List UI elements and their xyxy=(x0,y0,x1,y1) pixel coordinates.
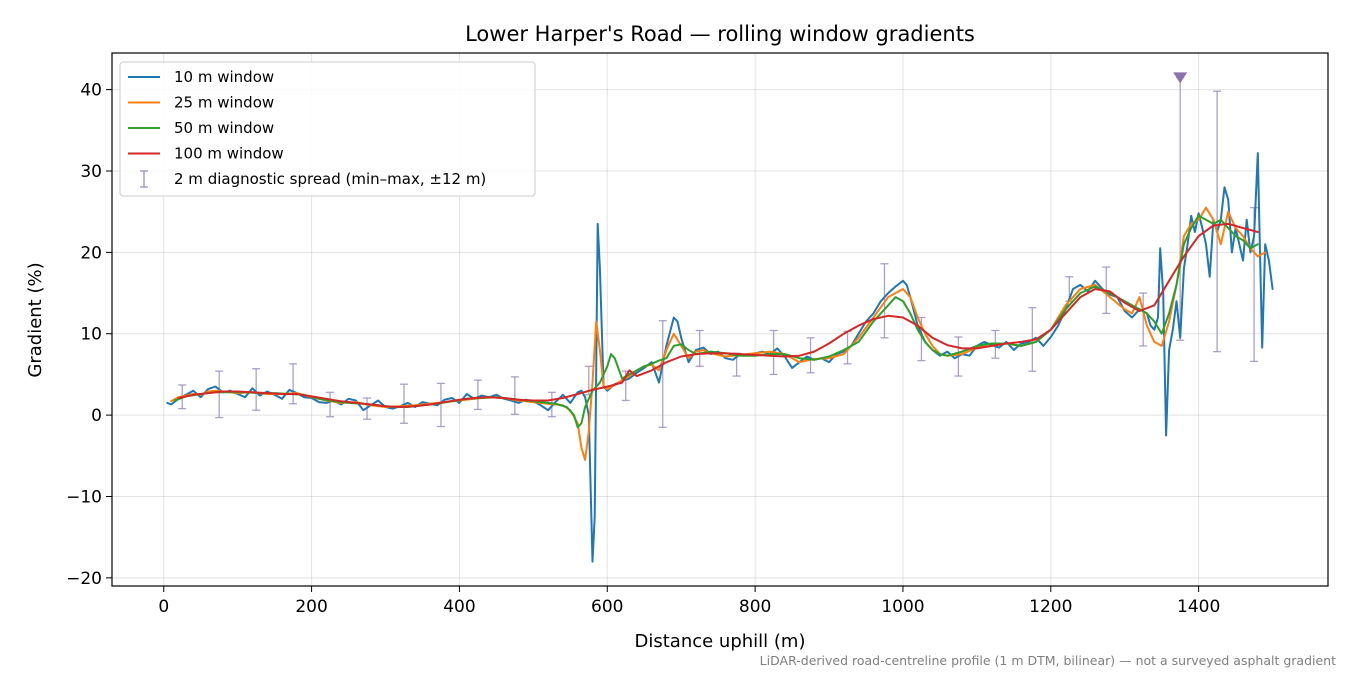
y-tick-label: 10 xyxy=(80,325,102,345)
x-tick-label: 400 xyxy=(443,597,475,617)
x-tick-label: 1400 xyxy=(1177,597,1220,617)
x-tick-label: 1200 xyxy=(1029,597,1072,617)
errorbar xyxy=(473,379,482,411)
legend-box xyxy=(119,61,536,197)
legend-item: 2 m diagnostic spread (min–max, ±12 m) xyxy=(140,170,486,188)
y-tick-label: 40 xyxy=(80,81,102,101)
errorbar xyxy=(806,337,815,374)
legend-label: 2 m diagnostic spread (min–max, ±12 m) xyxy=(174,170,486,188)
legend-label: 25 m window xyxy=(174,94,274,112)
legend-item: 10 m window xyxy=(128,68,274,86)
y-axis-label: Gradient (%) xyxy=(25,262,46,377)
legend-item: 100 m window xyxy=(128,145,284,163)
errorbar xyxy=(658,320,667,428)
footnote: LiDAR-derived road-centreline profile (1… xyxy=(760,653,1336,668)
errorbar xyxy=(289,363,298,405)
errorbar xyxy=(326,391,335,418)
plot-area xyxy=(166,72,1274,563)
x-tick-label: 600 xyxy=(591,597,623,617)
x-tick-label: 1000 xyxy=(881,597,924,617)
y-tick-label: −20 xyxy=(66,569,102,589)
y-tick-label: 0 xyxy=(91,406,102,426)
errorbar xyxy=(436,382,445,428)
x-axis-label: Distance uphill (m) xyxy=(635,631,806,652)
legend-item: 25 m window xyxy=(128,94,274,112)
legend: 10 m window 25 m window 50 m window 100 m w… xyxy=(119,61,536,197)
legend-item: 50 m window xyxy=(128,119,274,137)
y-tick-label: 30 xyxy=(80,162,102,182)
axis-ticks: 0 200 400 600 800 1000 1200 1400 −20 −10 0 10 20 30 40 xyxy=(66,81,1220,617)
legend-label: 50 m window xyxy=(174,119,274,137)
y-tick-label: 20 xyxy=(80,243,102,263)
y-tick-label: −10 xyxy=(66,487,102,507)
plot-frame xyxy=(111,52,1329,587)
errorbar xyxy=(1139,292,1148,347)
legend-label: 100 m window xyxy=(174,145,284,163)
x-tick-label: 200 xyxy=(295,597,327,617)
x-tick-label: 0 xyxy=(158,597,169,617)
errorbar xyxy=(510,376,519,415)
series-layer xyxy=(166,72,1274,563)
errorbar xyxy=(252,368,261,411)
chart-title: Lower Harper's Road — rolling window gra… xyxy=(465,22,975,46)
series-line-4 xyxy=(177,222,1259,408)
outlier-marker xyxy=(1173,72,1188,84)
x-tick-label: 800 xyxy=(739,597,771,617)
errorbar xyxy=(215,370,224,419)
legend-label: 10 m window xyxy=(174,68,274,86)
